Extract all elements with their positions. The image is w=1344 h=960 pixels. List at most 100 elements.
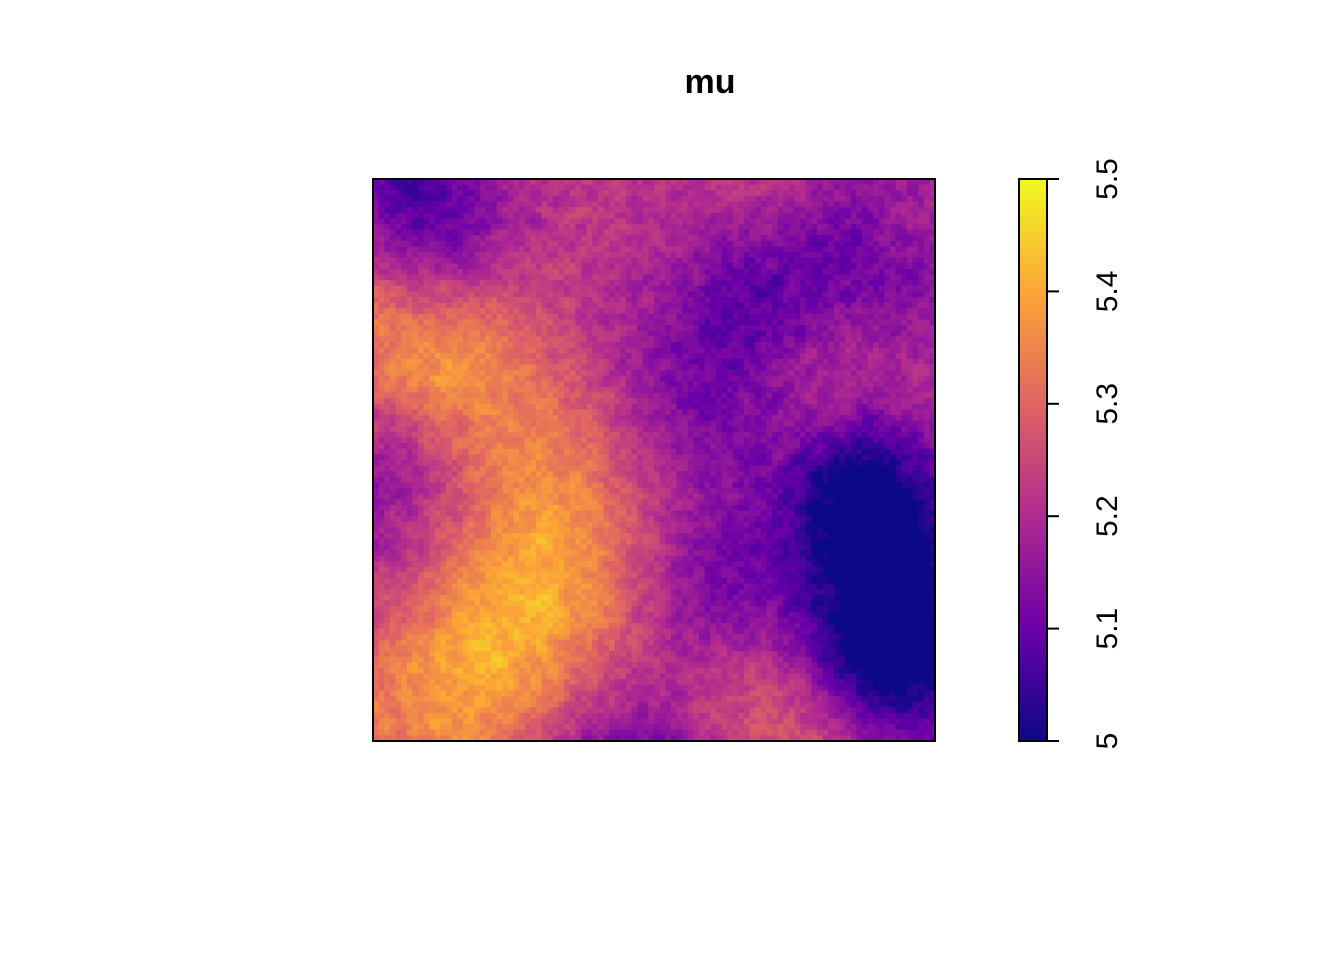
heatmap-cell: [384, 218, 391, 225]
heatmap-cell: [513, 420, 520, 427]
heatmap-cell: [727, 313, 734, 321]
heatmap-cell: [805, 409, 812, 416]
heatmap-cell: [828, 392, 835, 399]
heatmap-cell: [569, 330, 576, 337]
heatmap-cell: [822, 409, 829, 416]
heatmap-cell: [429, 358, 436, 366]
heatmap-cell: [805, 263, 812, 270]
heatmap-cell: [861, 184, 869, 191]
heatmap-cell: [485, 398, 492, 405]
heatmap-cell: [861, 392, 869, 399]
heatmap-cell: [890, 246, 897, 253]
heatmap-cell: [845, 420, 852, 427]
heatmap-cell: [552, 190, 560, 197]
heatmap-cell: [715, 347, 723, 354]
heatmap-cell: [642, 319, 649, 326]
heatmap-cell: [794, 437, 801, 444]
heatmap-cell: [710, 302, 717, 309]
heatmap-cell: [856, 291, 863, 298]
heatmap-cell: [502, 370, 509, 377]
heatmap-cell: [451, 386, 458, 394]
heatmap-cell: [373, 179, 380, 186]
heatmap-cell: [873, 235, 880, 242]
heatmap-cell: [597, 179, 605, 186]
heatmap-cell: [833, 235, 841, 242]
heatmap-cell: [839, 443, 846, 450]
heatmap-cell: [721, 341, 728, 349]
heatmap-cell: [434, 308, 442, 315]
heatmap-cell: [541, 454, 548, 461]
heatmap-cell: [884, 179, 891, 186]
heatmap-cell: [373, 240, 380, 248]
heatmap-cell: [772, 381, 779, 388]
heatmap-cell: [856, 195, 863, 203]
heatmap-cell: [682, 308, 689, 315]
heatmap-cell: [614, 195, 621, 203]
heatmap-cell: [597, 235, 605, 242]
heatmap-cell: [912, 313, 919, 321]
heatmap-cell: [614, 212, 621, 219]
heatmap-cell: [401, 403, 408, 411]
heatmap-cell: [586, 392, 593, 399]
heatmap-cell: [552, 274, 560, 281]
heatmap-cell: [873, 398, 880, 405]
heatmap-cell: [794, 229, 801, 236]
heatmap-cell: [513, 302, 520, 309]
heatmap-cell: [755, 364, 762, 371]
heatmap-cell: [417, 195, 425, 203]
heatmap-cell: [788, 426, 796, 433]
heatmap-cell: [648, 319, 655, 326]
heatmap-cell: [462, 437, 470, 444]
heatmap-cell: [401, 201, 408, 208]
heatmap-cell: [485, 274, 492, 281]
heatmap-cell: [614, 454, 621, 461]
heatmap-cell: [524, 218, 531, 225]
heatmap-cell: [654, 375, 661, 382]
heatmap-cell: [535, 308, 543, 315]
heatmap-cell: [558, 190, 565, 197]
heatmap-cell: [558, 274, 565, 281]
heatmap-cell: [861, 375, 869, 382]
heatmap-cell: [406, 443, 413, 450]
heatmap-cell: [440, 190, 447, 197]
heatmap-cell: [524, 330, 531, 337]
heatmap-cell: [597, 431, 605, 439]
heatmap-cell: [749, 212, 756, 219]
heatmap-cell: [513, 375, 520, 382]
heatmap-cell: [625, 370, 633, 377]
heatmap-cell: [417, 280, 425, 287]
heatmap-cell: [625, 392, 633, 399]
heatmap-cell: [513, 330, 520, 337]
heatmap-cell: [535, 285, 543, 292]
heatmap-cell: [760, 302, 767, 309]
heatmap-cell: [929, 443, 935, 450]
heatmap-cell: [850, 257, 857, 264]
heatmap-cell: [625, 454, 633, 461]
heatmap-cell: [547, 235, 554, 242]
heatmap-cell: [384, 375, 391, 382]
heatmap-cell: [530, 398, 537, 405]
heatmap-cell: [772, 195, 779, 203]
heatmap-cell: [575, 443, 582, 450]
heatmap-cell: [918, 347, 925, 354]
heatmap-cell: [434, 398, 442, 405]
heatmap-cell: [535, 313, 543, 321]
heatmap-cell: [760, 409, 767, 416]
heatmap-cell: [446, 223, 453, 231]
heatmap-cell: [811, 308, 818, 315]
heatmap-cell: [800, 246, 807, 253]
heatmap-cell: [434, 179, 442, 186]
heatmap-cell: [850, 330, 857, 337]
heatmap-cell: [654, 381, 661, 388]
heatmap-cell: [597, 375, 605, 382]
heatmap-cell: [788, 207, 796, 214]
heatmap-cell: [564, 212, 571, 219]
heatmap-cell: [755, 308, 762, 315]
heatmap-cell: [738, 274, 745, 281]
heatmap-cell: [833, 308, 841, 315]
heatmap-cell: [710, 240, 717, 248]
heatmap-cell: [929, 426, 935, 433]
heatmap-cell: [912, 285, 919, 292]
heatmap-cell: [564, 268, 571, 276]
heatmap-cell: [502, 297, 509, 304]
